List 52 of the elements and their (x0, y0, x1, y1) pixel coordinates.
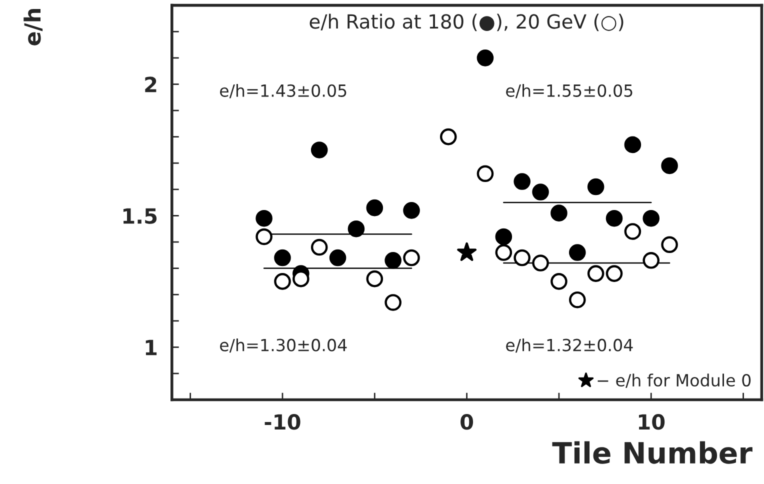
point (587, 265, 604, 282)
x-tick-label: -10 (264, 414, 300, 430)
y-tick-label: 1.5 (123, 208, 157, 224)
y-tick-label: 1 (146, 340, 157, 356)
point (569, 291, 586, 308)
point (532, 184, 549, 200)
point (256, 228, 272, 246)
y-tick-label: 2 (145, 76, 156, 92)
annotation: e/h=1.30±0.04 (220, 338, 347, 353)
point (624, 223, 642, 240)
point (403, 202, 420, 219)
point (476, 165, 494, 182)
point (624, 136, 642, 154)
legend-label: − e/h for Module 0 (598, 374, 751, 388)
annotation: e/h=1.32±0.04 (506, 338, 633, 353)
point (514, 173, 530, 190)
point (532, 254, 549, 272)
point (457, 242, 477, 261)
point (274, 249, 291, 266)
point (256, 210, 272, 227)
y-axis-title: e/h (24, 9, 43, 46)
point (310, 238, 328, 256)
x-tick-label: 10 (638, 414, 665, 430)
point (348, 220, 365, 238)
point (606, 265, 623, 282)
annotation: e/h=1.43±0.05 (220, 84, 346, 98)
point (550, 204, 568, 222)
point (329, 249, 346, 266)
point (366, 270, 384, 288)
point (569, 244, 586, 261)
point (642, 252, 660, 269)
point (403, 249, 420, 266)
point (495, 228, 512, 246)
point (274, 273, 291, 290)
point (661, 157, 678, 174)
point (606, 210, 623, 227)
point (587, 178, 604, 196)
point (310, 142, 328, 158)
chart-title: e/h Ratio at 180 (●), 20 GeV (○) (310, 14, 624, 32)
point (514, 249, 530, 266)
point (661, 236, 678, 254)
point (366, 199, 384, 216)
point (384, 252, 402, 269)
x-axis-title: Tile Number (552, 441, 752, 464)
point (550, 273, 568, 290)
point (476, 50, 494, 66)
point (642, 210, 660, 227)
annotation: e/h=1.55±0.05 (506, 84, 632, 98)
point (384, 294, 402, 311)
x-tick-label: 0 (460, 414, 474, 430)
point (495, 244, 512, 261)
point (440, 128, 457, 146)
